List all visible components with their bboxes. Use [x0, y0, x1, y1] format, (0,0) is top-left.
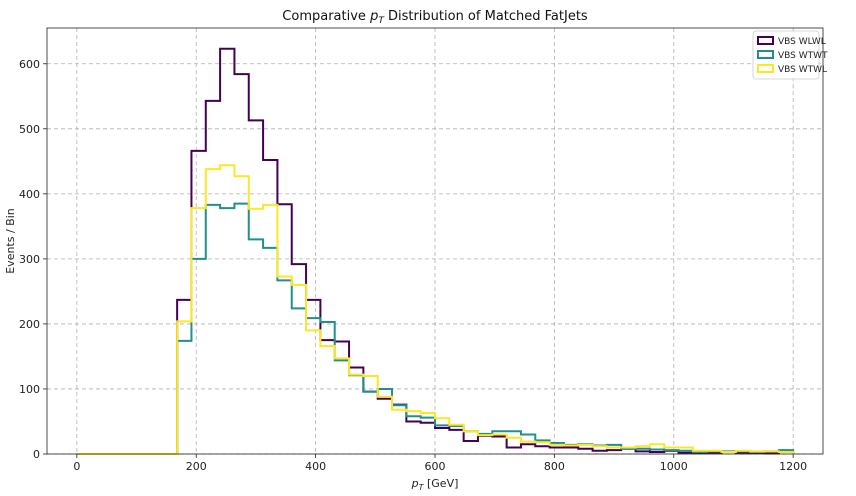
title-var: p — [369, 9, 378, 24]
y-tick-label: 600 — [19, 58, 40, 71]
xlabel-sub: T — [419, 483, 425, 492]
y-axis-label: Events / Bin — [4, 208, 17, 274]
x-tick-label: 200 — [186, 460, 207, 473]
y-tick-label: 500 — [19, 123, 40, 136]
y-tick-label: 0 — [33, 448, 40, 461]
legend-label: VBS WTWT — [778, 51, 828, 61]
xlabel-var: p — [411, 477, 419, 490]
title-suffix: Distribution of Matched FatJets — [384, 9, 588, 24]
legend: VBS WLWL VBS WTWT VBS WTWL — [752, 30, 828, 80]
y-tick-label: 200 — [19, 318, 40, 331]
y-tick-label: 100 — [19, 383, 40, 396]
legend-label: VBS WTWL — [778, 65, 827, 75]
series-vbs-wtwl-step — [76, 164, 795, 455]
chart-title: Comparative pT Distribution of Matched F… — [282, 9, 588, 26]
legend-label: VBS WLWL — [778, 37, 826, 47]
x-tick-label: 800 — [544, 460, 565, 473]
legend-swatch — [757, 36, 774, 45]
x-tick-label: 1000 — [660, 460, 688, 473]
legend-swatch — [757, 64, 774, 73]
title-sub: T — [378, 16, 385, 26]
series-layer — [76, 47, 795, 455]
x-tick-label: 400 — [305, 460, 326, 473]
y-tick-label: 300 — [19, 253, 40, 266]
x-axis-label: pT [GeV] — [411, 477, 459, 492]
x-tick-label: 1200 — [779, 460, 807, 473]
y-tick-label: 400 — [19, 188, 40, 201]
title-prefix: Comparative — [282, 9, 370, 24]
xlabel-suffix: [GeV] — [423, 477, 458, 490]
grid-layer — [47, 28, 823, 455]
legend-swatch — [757, 50, 774, 59]
x-tick-label: 0 — [73, 460, 80, 473]
x-tick-label: 600 — [425, 460, 446, 473]
tick-layer: 0 200 400 600 800 1000 1200 0 100 200 300 400 500 600 — [19, 58, 807, 473]
